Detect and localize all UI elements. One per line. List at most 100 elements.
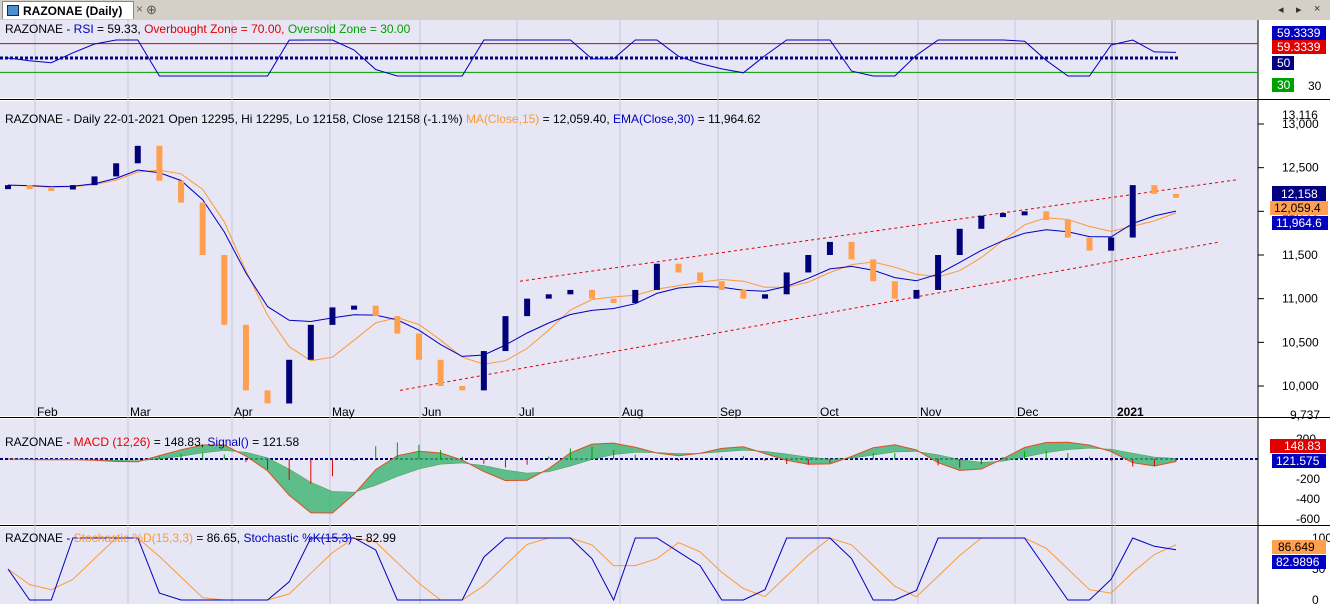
stoch-k-badge	[1272, 555, 1326, 569]
candle	[891, 281, 898, 299]
candle	[199, 202, 206, 255]
candle	[351, 305, 358, 310]
candle	[1086, 237, 1093, 251]
macd-panel	[0, 419, 1258, 524]
candle	[718, 281, 725, 290]
rsi-header: RAZONAE - RSI = 59.33, Overbought Zone =…	[5, 22, 411, 36]
rsi-ob-badge	[1272, 40, 1326, 54]
price-axis-top: 13,116	[1282, 108, 1318, 122]
rsi-line	[7, 39, 1177, 77]
month-label-nov: Nov	[920, 405, 941, 419]
candle	[913, 289, 920, 299]
candle	[502, 316, 509, 352]
candle	[372, 305, 379, 317]
candle	[242, 324, 249, 391]
price-plot	[5, 145, 1237, 404]
rsi-axis-30: 30	[1308, 79, 1322, 93]
close-badge-text: 12,158	[1281, 187, 1318, 201]
channel-lower	[399, 241, 1221, 391]
candle	[805, 255, 812, 273]
month-label-apr: Apr	[234, 405, 253, 419]
macd-badge	[1270, 439, 1326, 453]
chart-icon	[7, 5, 19, 16]
candle	[26, 185, 33, 190]
price-header: RAZONAE - Daily 22-01-2021 Open 12295, H…	[5, 112, 761, 126]
stoch-k-line	[7, 537, 1177, 602]
candle	[307, 324, 314, 360]
candle	[567, 289, 574, 295]
candle	[5, 185, 11, 190]
price-tick-label: 12,500	[1282, 161, 1319, 175]
signal-badge	[1272, 454, 1326, 468]
month-label-2021: 2021	[1117, 405, 1144, 419]
rsi-ob-badge-text: 59.3339	[1277, 40, 1321, 54]
candle	[740, 289, 747, 299]
candle	[870, 259, 877, 282]
month-label-aug: Aug	[622, 405, 643, 419]
candle	[697, 272, 704, 282]
candle	[178, 180, 185, 203]
candle	[675, 263, 682, 273]
candle	[286, 359, 293, 404]
macd-tick-label: -200	[1296, 472, 1320, 486]
stoch-d-badge-text: 86.649	[1278, 540, 1315, 554]
candle	[459, 386, 466, 391]
candle	[653, 263, 660, 290]
candle	[480, 351, 487, 391]
stoch-tick-label: 0	[1312, 593, 1319, 604]
month-label-sep: Sep	[720, 405, 742, 419]
stoch-d-badge	[1272, 540, 1326, 554]
candle	[935, 255, 942, 290]
candle	[524, 298, 531, 317]
close-badge	[1272, 186, 1326, 201]
macd-tick-label: -400	[1296, 492, 1320, 506]
candle	[1151, 185, 1158, 194]
ema-badge	[1272, 216, 1328, 230]
stochastic-plot	[7, 537, 1177, 602]
candle	[1043, 211, 1050, 221]
candle	[610, 298, 617, 304]
stoch-k-badge-text: 82.9896	[1276, 555, 1320, 569]
candle	[1021, 211, 1028, 216]
close-icon[interactable]: ×	[136, 2, 144, 16]
price-panel	[0, 101, 1258, 416]
macd-tick-label: -600	[1296, 512, 1320, 526]
candle	[264, 390, 271, 404]
candle	[69, 185, 76, 190]
month-label-oct: Oct	[820, 405, 839, 419]
candle	[113, 163, 120, 177]
month-label-dec: Dec	[1017, 405, 1038, 419]
candle	[1173, 193, 1179, 198]
month-label-jul: Jul	[519, 405, 534, 419]
candle	[1064, 220, 1071, 238]
scroll-right-icon[interactable]: ▸	[1296, 4, 1302, 16]
rsi-value-badge	[1272, 26, 1326, 40]
rsi-os-badge	[1272, 78, 1294, 92]
price-axis-bottom: 9,737	[1290, 408, 1320, 422]
candle	[437, 359, 444, 386]
month-label-may: May	[332, 405, 355, 419]
rsi-mid-badge	[1272, 56, 1294, 70]
candle	[394, 316, 401, 334]
chart-area[interactable]: RAZONAE - RSI = 59.33, Overbought Zone =…	[0, 20, 1330, 604]
rsi-panel	[0, 20, 1258, 98]
close-icon[interactable]: ×	[1314, 3, 1321, 15]
price-tick-label: 11,000	[1282, 292, 1318, 306]
chart-tab[interactable]: RAZONAE (Daily)	[2, 1, 134, 19]
rsi-value-badge-text: 59.3339	[1277, 26, 1321, 40]
ema-badge-text: 11,964.6	[1276, 216, 1322, 230]
scroll-left-icon[interactable]: ◂	[1278, 4, 1284, 16]
tab-title: RAZONAE (Daily)	[23, 4, 123, 18]
rsi-mid-badge-text: 50	[1277, 56, 1291, 70]
ma-badge	[1270, 201, 1328, 215]
candle	[545, 294, 552, 299]
rsi-os-badge-text: 30	[1277, 78, 1291, 92]
month-label-feb: Feb	[37, 405, 58, 419]
macd-plot	[0, 441, 1258, 514]
price-tick-label: 10,000	[1282, 379, 1319, 393]
macd-line	[7, 441, 1177, 514]
month-label-mar: Mar	[130, 405, 151, 419]
ma-badge-text: 12,059.4	[1274, 201, 1321, 215]
new-tab-icon[interactable]: ⊕	[146, 2, 157, 17]
month-label-jun: Jun	[422, 405, 441, 419]
